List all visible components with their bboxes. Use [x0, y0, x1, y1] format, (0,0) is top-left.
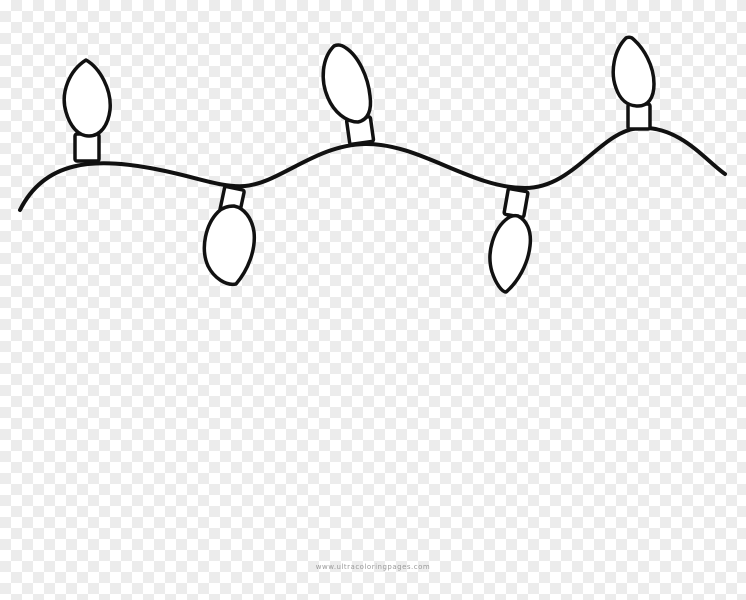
- bulb-socket: [502, 187, 530, 219]
- light-bulb-1: [62, 58, 112, 163]
- bulb-glass: [611, 35, 656, 108]
- bulb-socket: [73, 132, 101, 163]
- light-bulb-5: [611, 35, 656, 131]
- bulb-glass: [62, 58, 112, 138]
- light-bulb-3: [321, 43, 376, 147]
- light-bulb-2: [202, 184, 257, 287]
- bulb-socket: [626, 102, 652, 131]
- bulb-glass: [488, 213, 533, 294]
- light-bulb-4: [488, 187, 533, 294]
- watermark-text: www.ultracoloringpages.com: [315, 563, 431, 571]
- bulb-glass: [202, 204, 257, 287]
- bulb-glass: [321, 43, 373, 124]
